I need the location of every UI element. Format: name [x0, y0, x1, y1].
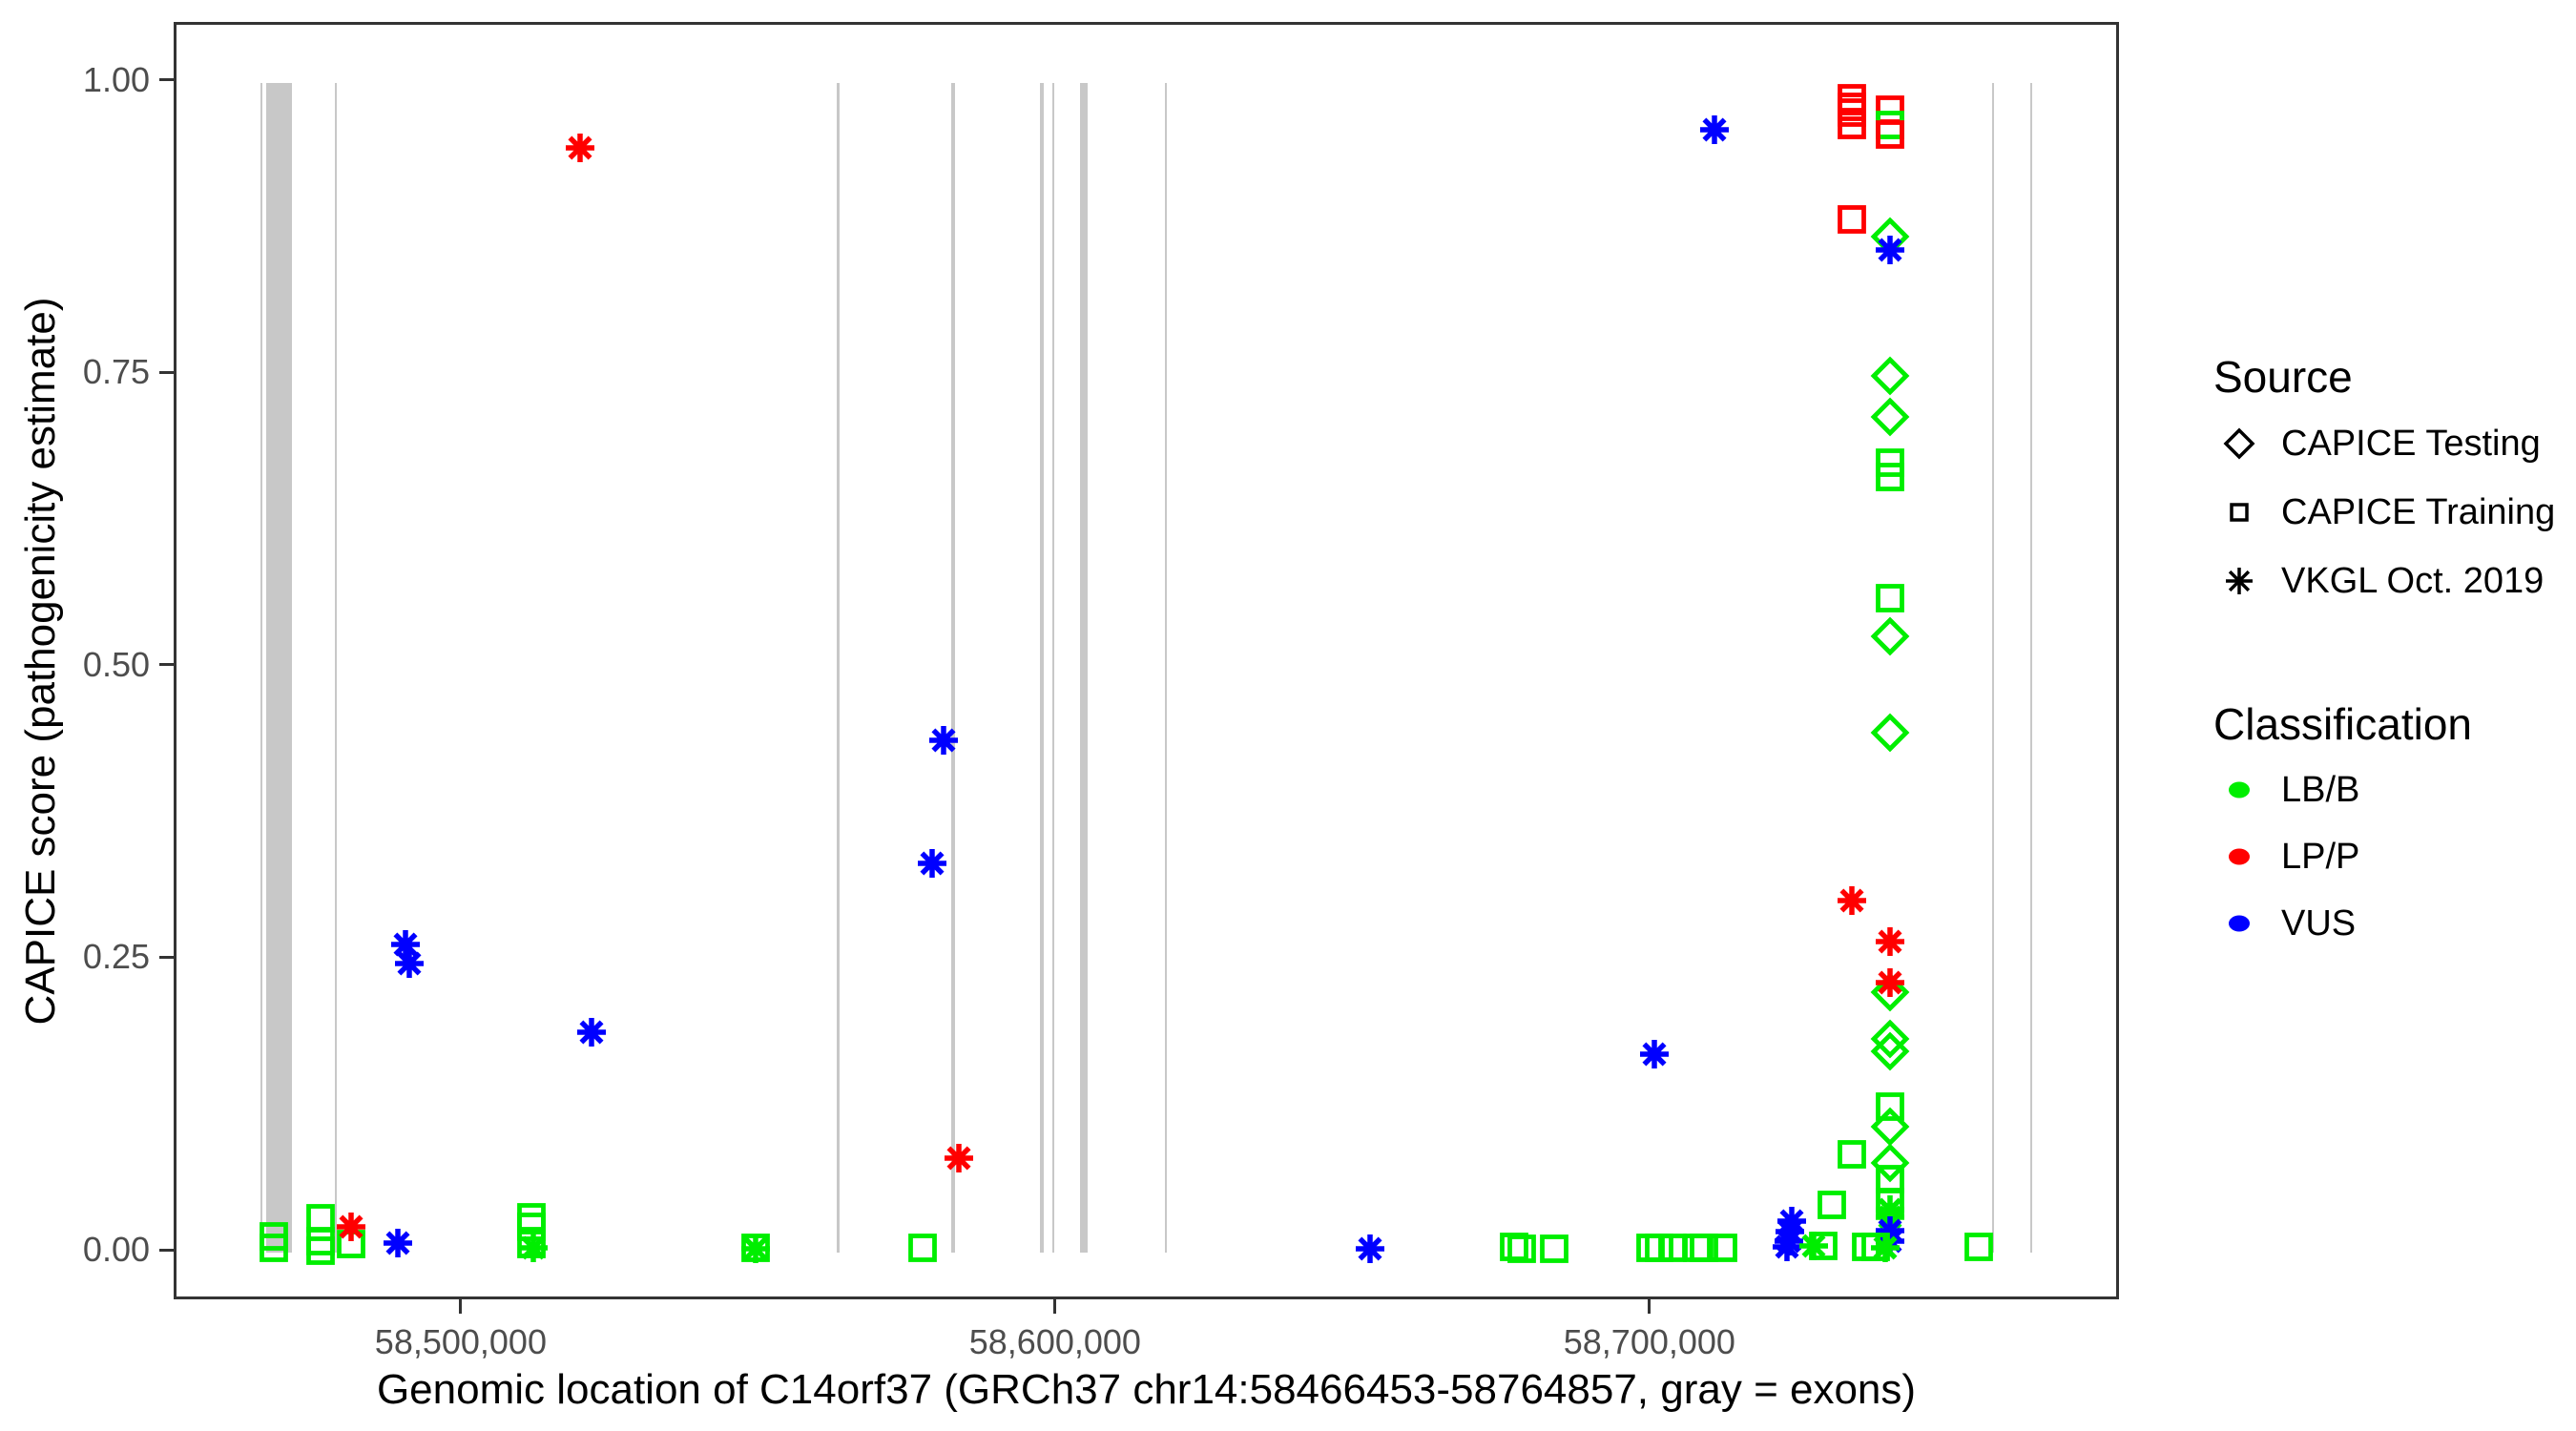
data-point-asterisk — [510, 1225, 556, 1271]
data-point-asterisk — [383, 922, 428, 967]
y-axis-tick-label: 0.25 — [82, 937, 150, 977]
x-axis-tick-label: 58,700,000 — [1563, 1322, 1735, 1361]
data-point-asterisk — [328, 1204, 374, 1250]
classification-dot-icon — [2218, 769, 2260, 811]
exon-band — [1039, 82, 1045, 1253]
data-point-square — [1829, 1131, 1875, 1177]
data-point-asterisk — [936, 1135, 982, 1181]
diamond-icon — [2218, 423, 2260, 465]
y-axis-title: CAPICE score (pathogenicity estimate) — [17, 297, 64, 1025]
legend-item-capice-testing: CAPICE Testing — [2218, 423, 2541, 465]
data-point-asterisk — [1829, 878, 1875, 923]
data-point-square — [1867, 112, 1913, 157]
exon-band — [260, 82, 263, 1253]
data-point-diamond — [1867, 969, 1913, 1015]
y-axis-tick — [159, 78, 174, 82]
data-point-diamond — [1867, 1016, 1913, 1062]
data-point-asterisk — [909, 840, 955, 886]
data-point-asterisk — [557, 125, 603, 171]
x-axis-title: Genomic location of C14orf37 (GRCh37 chr… — [376, 1366, 1917, 1413]
data-point-square — [1681, 1225, 1727, 1271]
data-point-square — [1491, 1224, 1537, 1270]
legend-item-lp-p: LP/P — [2218, 836, 2359, 878]
exon-band — [1164, 82, 1167, 1253]
data-point-square — [1800, 1223, 1846, 1269]
legend-classification-title: Classification — [2213, 699, 2472, 749]
legend-source-title: Source — [2213, 352, 2353, 402]
data-point-asterisk — [386, 941, 432, 986]
x-axis-tick — [1648, 1299, 1652, 1314]
data-point-square — [298, 1228, 343, 1274]
square-icon — [2218, 491, 2260, 533]
data-point-diamond — [1867, 1104, 1913, 1150]
y-axis-tick — [159, 955, 174, 959]
data-point-square — [1829, 102, 1875, 148]
data-point-square — [1867, 575, 1913, 621]
y-axis-tick-label: 0.00 — [82, 1230, 150, 1269]
data-point-asterisk — [1347, 1226, 1393, 1272]
legend-item-label: CAPICE Training — [2281, 491, 2556, 532]
x-axis-tick-label: 58,500,000 — [374, 1322, 547, 1361]
asterisk-icon — [2218, 560, 2260, 602]
legend-item-capice-training: CAPICE Training — [2218, 491, 2555, 533]
data-point-asterisk — [1862, 1225, 1908, 1271]
x-axis-tick-label: 58,600,000 — [968, 1322, 1141, 1361]
data-point-square — [1531, 1226, 1577, 1272]
data-point-square — [251, 1225, 297, 1271]
exon-band — [1080, 82, 1089, 1253]
data-point-diamond — [1867, 710, 1913, 756]
x-axis-tick — [459, 1299, 463, 1314]
y-axis-tick — [159, 663, 174, 667]
exon-band — [1991, 82, 1995, 1253]
data-point-square — [1867, 1084, 1913, 1130]
y-axis-tick-label: 0.50 — [82, 644, 150, 684]
y-axis-tick-label: 1.00 — [82, 59, 150, 99]
exon-band — [334, 82, 338, 1253]
data-point-asterisk — [1867, 919, 1913, 964]
data-point-asterisk — [1764, 1224, 1810, 1270]
data-point-square — [1809, 1182, 1855, 1228]
data-point-asterisk — [375, 1220, 421, 1266]
legend-item-vkgl-oct-2019: VKGL Oct. 2019 — [2218, 560, 2544, 602]
classification-dot-icon — [2218, 836, 2260, 878]
legend-item-label: CAPICE Testing — [2281, 423, 2541, 464]
exon-band — [951, 82, 955, 1253]
data-point-diamond — [1867, 1140, 1913, 1186]
data-point-asterisk — [921, 717, 966, 763]
data-point-diamond — [1867, 1028, 1913, 1074]
legend-item-label: VKGL Oct. 2019 — [2281, 560, 2545, 601]
plot-panel — [174, 22, 2119, 1299]
legend-item-label: VUS — [2281, 902, 2357, 944]
x-axis-tick — [1053, 1299, 1057, 1314]
data-point-square — [1956, 1224, 2002, 1270]
legend-item-vus: VUS — [2218, 902, 2356, 944]
data-point-asterisk — [569, 1009, 614, 1055]
data-point-asterisk — [733, 1226, 779, 1272]
data-point-square — [1867, 454, 1913, 500]
classification-dot-icon — [2218, 902, 2260, 944]
data-point-square — [1700, 1225, 1746, 1271]
data-point-diamond — [1867, 353, 1913, 399]
data-point-square — [1499, 1226, 1545, 1272]
exon-band — [1051, 82, 1055, 1253]
legend-item-label: LB/B — [2281, 769, 2360, 810]
data-point-square — [900, 1225, 945, 1271]
y-axis-tick — [159, 1248, 174, 1252]
data-point-asterisk — [1631, 1031, 1677, 1077]
data-point-diamond — [1867, 613, 1913, 659]
legend-item-lb-b: LB/B — [2218, 769, 2359, 811]
exon-band — [265, 82, 292, 1253]
data-point-square — [1829, 197, 1875, 242]
exon-band — [2029, 82, 2033, 1253]
data-point-asterisk — [1867, 227, 1913, 273]
y-axis-tick-label: 0.75 — [82, 352, 150, 392]
legend-item-label: LP/P — [2281, 836, 2360, 877]
y-axis-tick — [159, 370, 174, 374]
data-point-asterisk — [1867, 960, 1913, 1006]
exon-band — [836, 82, 840, 1253]
data-point-asterisk — [1692, 107, 1737, 153]
data-point-diamond — [1867, 394, 1913, 440]
